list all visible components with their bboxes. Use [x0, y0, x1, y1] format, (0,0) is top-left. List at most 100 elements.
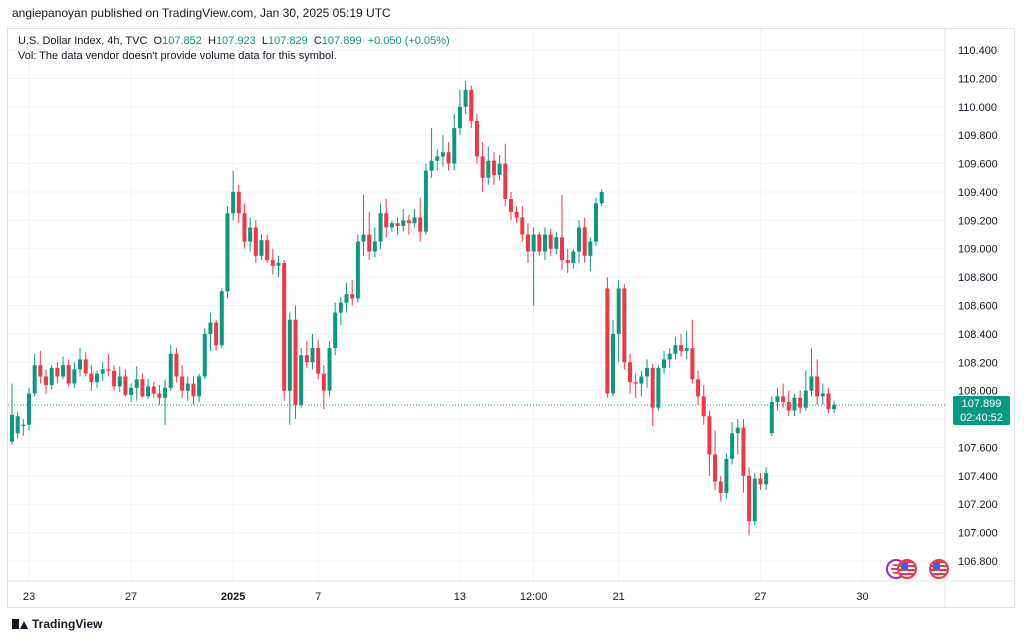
close-label: C	[313, 35, 322, 47]
y-tick-label: 109.200	[958, 215, 998, 227]
candle-body-up	[531, 234, 536, 252]
candle-body-down	[520, 217, 525, 235]
candle-body-down	[503, 163, 508, 200]
candle-body-down	[253, 227, 258, 256]
candle-body-down	[44, 376, 49, 385]
x-tick-label: 23	[23, 591, 35, 603]
candle-body-up	[616, 288, 621, 334]
symbol-label[interactable]: U.S. Dollar Index, 4h, TVC	[18, 35, 148, 47]
y-tick-label: 107.200	[958, 499, 998, 511]
candle-body-down	[83, 359, 88, 374]
candle-body-up	[667, 353, 672, 360]
candle-body-down	[123, 376, 128, 395]
y-tick-label: 106.800	[958, 556, 998, 568]
candle-body-down	[798, 397, 803, 408]
y-tick-label: 108.400	[958, 329, 998, 341]
publish-info: angiepanoyan published on TradingView.co…	[12, 6, 391, 20]
candle-body-up	[355, 241, 360, 299]
candle-body-down	[293, 319, 298, 405]
candle-body-up	[208, 322, 213, 334]
candle-body-down	[265, 240, 270, 261]
y-tick-label: 108.600	[958, 301, 998, 313]
y-tick-label: 110.400	[958, 45, 997, 57]
candle-body-down	[112, 370, 117, 387]
candle-body-down	[469, 89, 474, 121]
candle-body-up	[656, 367, 661, 408]
candle-body-down	[781, 396, 786, 403]
candle-body-up	[497, 163, 502, 175]
candle-body-up	[542, 234, 547, 252]
candle-body-up	[231, 191, 236, 214]
candle-body-up	[15, 416, 20, 434]
candle-body-up	[78, 359, 83, 370]
candle-body-up	[684, 348, 689, 351]
candle-body-down	[395, 223, 400, 227]
candle-body-down	[151, 386, 156, 394]
candle-body-up	[276, 262, 281, 266]
candle-body-down	[633, 382, 638, 384]
x-tick-label: 13	[454, 591, 466, 603]
candle-body-up	[129, 387, 134, 395]
x-tick-label: 21	[613, 591, 625, 603]
candle-body-down	[321, 373, 326, 391]
candle-body-down	[650, 367, 655, 408]
candle-body-up	[100, 369, 105, 374]
y-tick-label: 108.000	[958, 386, 998, 398]
candle-body-down	[582, 227, 587, 256]
candle-body-down	[525, 234, 530, 252]
bar-countdown: 02:40:52	[960, 412, 1003, 424]
candle-body-up	[775, 396, 780, 403]
candle-body-up	[287, 319, 292, 391]
candle-body-up	[662, 359, 667, 368]
candle-body-down	[559, 237, 564, 261]
candle-body-down	[679, 345, 684, 351]
candle-body-down	[718, 481, 723, 493]
candle-body-down	[406, 220, 411, 224]
candle-body-down	[565, 260, 570, 263]
candle-body-down	[282, 262, 287, 391]
candle-body-up	[724, 458, 729, 493]
y-tick-label: 109.400	[958, 187, 998, 199]
candle-body-up	[327, 348, 332, 391]
candle-body-up	[344, 294, 349, 303]
candle-body-down	[174, 353, 179, 377]
candle-body-up	[611, 333, 616, 394]
ohlc-line: U.S. Dollar Index, 4h, TVC O107.852 H107…	[18, 34, 450, 49]
brand-name: TradingView	[32, 617, 103, 631]
candle-body-up	[769, 402, 774, 434]
candle-body-down	[270, 260, 275, 266]
candle-body-up	[389, 223, 394, 228]
candle-body-down	[236, 191, 241, 214]
last-price-value: 107.899	[961, 398, 1002, 410]
x-tick-label: 7	[315, 591, 321, 603]
candle-body-up	[146, 386, 151, 397]
candle-body-down	[191, 383, 196, 397]
candle-body-up	[225, 213, 230, 292]
candle-body-up	[803, 390, 808, 408]
candle-body-up	[435, 156, 440, 161]
candle-body-down	[747, 475, 752, 522]
candle-body-up	[219, 291, 224, 346]
candle-body-up	[117, 376, 122, 387]
candle-body-down	[514, 211, 519, 218]
high-label: H	[207, 35, 216, 47]
x-tick-label: 2025	[221, 591, 245, 603]
candle-body-down	[491, 160, 496, 175]
candle-body-down	[89, 373, 94, 383]
candle-body-up	[639, 376, 644, 384]
candle-body-up	[486, 160, 491, 178]
candle-body-up	[645, 367, 650, 377]
candle-body-up	[463, 89, 468, 107]
us-flag-icon[interactable]	[897, 559, 917, 579]
candle-body-up	[594, 203, 599, 242]
us-flag-icon[interactable]	[929, 559, 949, 579]
candle-body-up	[134, 379, 139, 388]
x-tick-label: 30	[856, 591, 868, 603]
y-tick-label: 107.400	[958, 471, 998, 483]
candle-body-down	[242, 213, 247, 242]
candle-body-down	[446, 152, 451, 164]
y-tick-label: 109.800	[958, 130, 998, 142]
footer-brand: TradingView	[12, 617, 102, 631]
low-label: L	[261, 35, 268, 47]
